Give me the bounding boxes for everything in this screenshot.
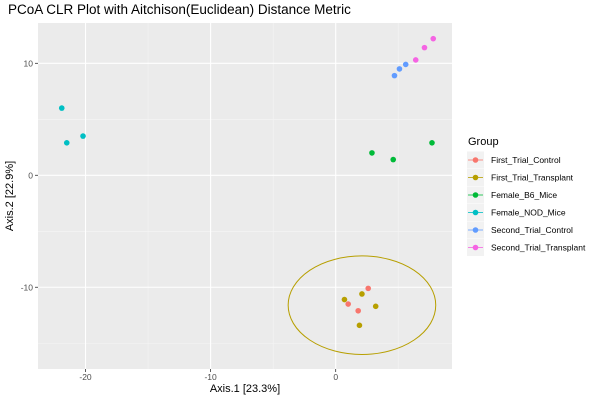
y-axis-ticks: 10 0 -10 bbox=[21, 58, 38, 292]
major-gridlines bbox=[38, 23, 452, 369]
x-tick-label: -20 bbox=[79, 372, 92, 382]
x-axis-ticks: -20 -10 0 bbox=[79, 369, 338, 382]
legend-item-label: First_Trial_Transplant bbox=[491, 173, 574, 183]
confidence-ellipse-layer bbox=[287, 255, 437, 355]
data-point bbox=[63, 140, 70, 146]
data-point bbox=[421, 44, 428, 51]
legend-key-point bbox=[472, 192, 479, 198]
x-tick-label: 0 bbox=[333, 372, 338, 382]
legend-item-label: Second_Trial_Control bbox=[491, 225, 573, 235]
legend-item-label: Female_NOD_Mice bbox=[491, 208, 566, 218]
data-point bbox=[365, 285, 371, 292]
legend-item-label: Second_Trial_Transplant bbox=[491, 243, 586, 253]
data-point bbox=[369, 150, 375, 156]
data-point bbox=[429, 140, 435, 146]
y-tick-label: 10 bbox=[24, 58, 34, 68]
legend-item-label: Female_B6_Mice bbox=[491, 190, 557, 200]
data-point bbox=[345, 301, 351, 307]
y-tick-label: -10 bbox=[21, 282, 34, 292]
legend-item-label: First_Trial_Control bbox=[491, 155, 561, 165]
y-axis-title: Axis.2 [22.9%] bbox=[4, 161, 16, 231]
legend-key-point bbox=[472, 174, 479, 181]
chart-title: PCoA CLR Plot with Aitchison(Euclidean) … bbox=[8, 2, 351, 17]
legend-key-point bbox=[472, 227, 479, 233]
data-point bbox=[412, 57, 419, 63]
data-point bbox=[390, 156, 397, 163]
data-point bbox=[430, 35, 437, 42]
legend-key-point bbox=[472, 157, 479, 163]
data-point bbox=[391, 72, 398, 79]
x-axis-title: Axis.1 [23.3%] bbox=[210, 383, 280, 395]
y-tick-label: 0 bbox=[28, 170, 33, 180]
legend: Group First_Trial_Control First_Trial_Tra… bbox=[467, 136, 586, 256]
data-point bbox=[80, 133, 86, 139]
data-point bbox=[372, 303, 379, 310]
x-tick-label: -10 bbox=[204, 372, 217, 382]
data-points-layer bbox=[58, 35, 437, 329]
group-ellipse bbox=[287, 255, 437, 355]
data-point bbox=[402, 61, 409, 68]
legend-title: Group bbox=[468, 136, 499, 148]
minor-gridlines bbox=[38, 23, 452, 369]
legend-key-point bbox=[472, 209, 479, 216]
data-point bbox=[58, 105, 65, 111]
data-point bbox=[341, 296, 348, 303]
data-point bbox=[356, 322, 363, 329]
data-point bbox=[396, 66, 403, 72]
data-point bbox=[355, 307, 361, 314]
plot-panel bbox=[38, 23, 452, 369]
legend-key-point bbox=[472, 244, 479, 251]
data-point bbox=[359, 291, 365, 297]
